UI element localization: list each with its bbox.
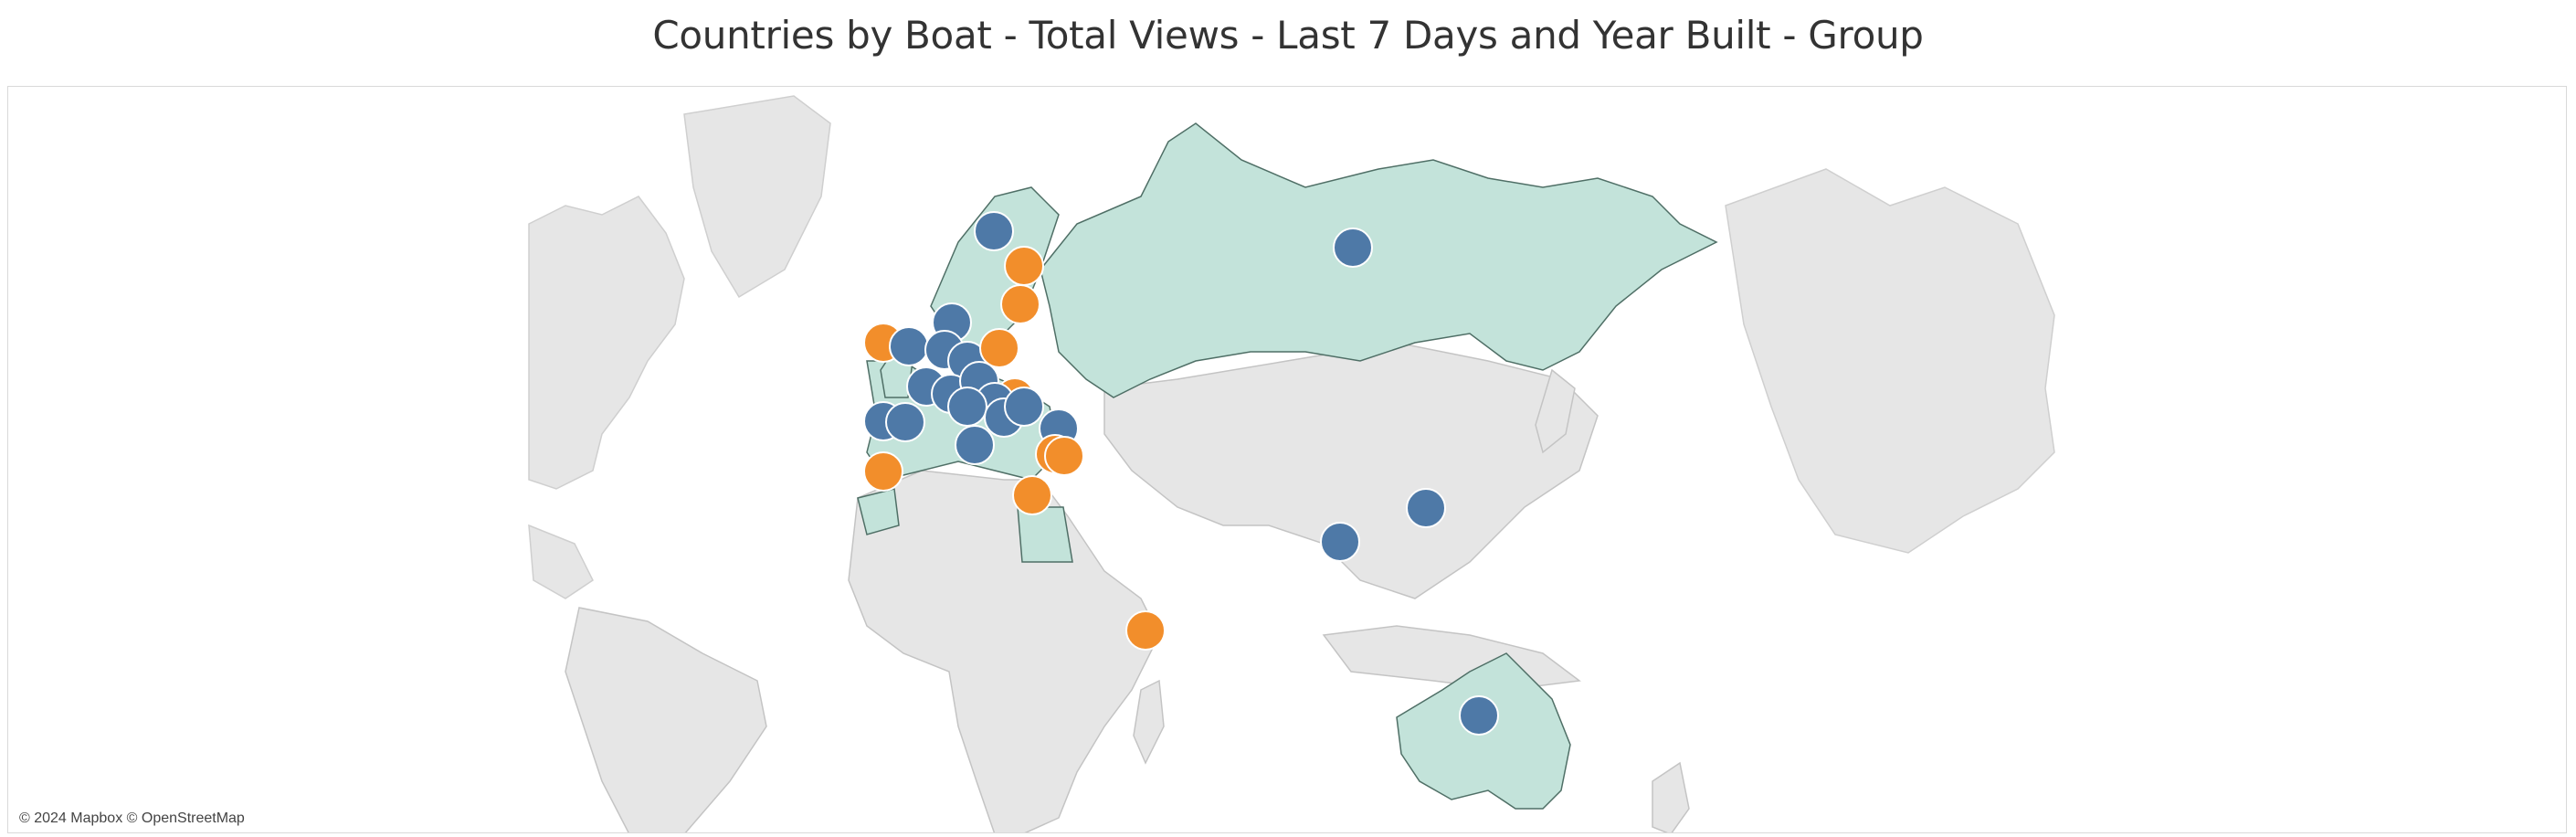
land-japan bbox=[1535, 368, 1576, 454]
chart-title: Countries by Boat - Total Views - Last 7… bbox=[652, 13, 1924, 58]
map-marker-baltics[interactable] bbox=[1000, 284, 1040, 324]
map-marker-israel[interactable] bbox=[1044, 436, 1084, 476]
map-marker-finland[interactable] bbox=[1004, 246, 1044, 286]
map-marker-spain[interactable] bbox=[885, 402, 925, 442]
map-marker-morocco[interactable] bbox=[863, 451, 903, 492]
map-marker-hong-kong[interactable] bbox=[1406, 488, 1446, 528]
map-marker-italy[interactable] bbox=[947, 387, 987, 427]
land-central-america bbox=[528, 524, 594, 599]
region-morocco[interactable] bbox=[857, 488, 900, 535]
map-marker-australia[interactable] bbox=[1459, 695, 1499, 736]
region-russia[interactable] bbox=[1040, 122, 1718, 398]
map-marker-norway[interactable] bbox=[974, 211, 1014, 251]
map-marker-poland[interactable] bbox=[979, 328, 1019, 368]
land-north-america-west bbox=[528, 196, 685, 490]
map-attribution: © 2024 Mapbox © OpenStreetMap bbox=[19, 811, 245, 826]
land-greenland bbox=[683, 95, 831, 299]
map-marker-united-kingdom[interactable] bbox=[889, 326, 929, 366]
land-north-america-east bbox=[1725, 168, 2055, 554]
map-marker-russia[interactable] bbox=[1333, 228, 1373, 268]
marker-layer bbox=[863, 211, 1499, 736]
basemap-land bbox=[528, 95, 2055, 832]
map-marker-seychelles[interactable] bbox=[1125, 610, 1166, 651]
land-southeast-asia-islands bbox=[1322, 625, 1581, 691]
map-marker-bulgaria[interactable] bbox=[1004, 387, 1044, 427]
land-asia bbox=[1103, 342, 1599, 599]
map-marker-malta[interactable] bbox=[955, 425, 995, 465]
map-marker-thailand[interactable] bbox=[1320, 522, 1360, 562]
land-madagascar bbox=[1133, 679, 1165, 765]
land-new-zealand bbox=[1652, 761, 1690, 832]
map-marker-egypt[interactable] bbox=[1012, 475, 1052, 515]
region-egypt[interactable] bbox=[1017, 506, 1073, 563]
land-south-america bbox=[565, 607, 767, 832]
map-viewport[interactable]: © 2024 Mapbox © OpenStreetMap bbox=[7, 86, 2567, 833]
world-map[interactable] bbox=[8, 87, 2567, 833]
